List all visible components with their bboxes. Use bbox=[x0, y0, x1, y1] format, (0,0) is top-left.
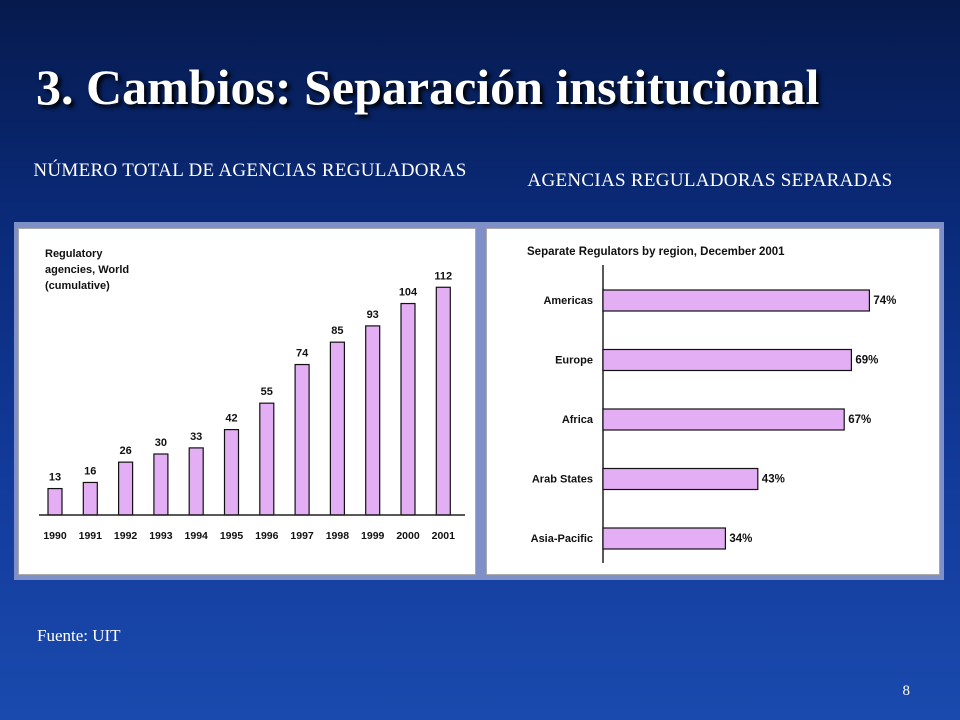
bar bbox=[602, 289, 870, 312]
data-label: 16 bbox=[84, 465, 96, 477]
bar bbox=[294, 363, 310, 516]
x-tick-label: 2001 bbox=[432, 530, 456, 542]
bar bbox=[329, 341, 345, 516]
data-label: 104 bbox=[399, 287, 418, 299]
bar bbox=[82, 481, 98, 516]
x-tick-label: 1996 bbox=[255, 530, 279, 542]
bar bbox=[602, 348, 852, 372]
data-label: 85 bbox=[331, 325, 343, 337]
data-label: 13 bbox=[49, 472, 61, 484]
x-tick-label: 1993 bbox=[149, 530, 173, 542]
x-tick-label: 1992 bbox=[114, 530, 138, 542]
right-chart-heading: AGENCIAS REGULADORAS SEPARADAS bbox=[527, 170, 893, 191]
data-label: 30 bbox=[155, 437, 167, 449]
x-tick-label: 2000 bbox=[396, 530, 420, 542]
bar bbox=[602, 408, 845, 431]
bar bbox=[188, 447, 204, 516]
data-label: 42 bbox=[225, 413, 237, 425]
chart-title-line: agencies, World bbox=[45, 264, 129, 276]
x-tick-label: 1994 bbox=[185, 530, 209, 542]
charts-frame: Regulatory agencies, World (cumulative) 13… bbox=[14, 222, 944, 580]
x-tick-label: 1998 bbox=[326, 530, 350, 542]
y-tick-label: Europe bbox=[555, 355, 593, 367]
data-label: 74 bbox=[296, 348, 309, 360]
data-label: 33 bbox=[190, 431, 202, 443]
chart-title: Separate Regulators by region, December … bbox=[527, 246, 785, 258]
y-tick-label: Africa bbox=[562, 414, 594, 426]
data-label: 55 bbox=[261, 386, 273, 398]
data-label: 34% bbox=[729, 533, 752, 545]
bar bbox=[400, 302, 416, 516]
data-label: 112 bbox=[434, 270, 452, 282]
bar bbox=[602, 527, 727, 550]
chart-title-line: (cumulative) bbox=[45, 280, 110, 292]
x-tick-label: 1991 bbox=[79, 530, 103, 542]
cumulative-agencies-chart-panel: Regulatory agencies, World (cumulative) 13… bbox=[18, 228, 476, 575]
x-tick-label: 1997 bbox=[290, 530, 314, 542]
left-chart-heading: NÚMERO TOTAL DE AGENCIAS REGULADORAS bbox=[33, 160, 467, 181]
separate-regulators-chart: Separate Regulators by region, December … bbox=[527, 246, 896, 563]
bar bbox=[153, 453, 169, 516]
y-tick-label: Arab States bbox=[532, 474, 593, 486]
separate-regulators-chart-panel: Separate Regulators by region, December … bbox=[486, 228, 940, 575]
data-label: 26 bbox=[119, 445, 131, 457]
data-label: 67% bbox=[848, 414, 871, 426]
chart-title-line: Regulatory bbox=[45, 248, 103, 260]
data-label: 69% bbox=[855, 355, 878, 367]
y-tick-label: Asia-Pacific bbox=[531, 533, 593, 545]
bar bbox=[47, 487, 63, 516]
data-label: 43% bbox=[762, 474, 785, 486]
x-tick-label: 1999 bbox=[361, 530, 385, 542]
bar bbox=[223, 429, 240, 516]
bar bbox=[365, 325, 381, 516]
x-tick-label: 1990 bbox=[43, 530, 67, 542]
page-number: 8 bbox=[902, 683, 911, 699]
bar bbox=[259, 402, 275, 516]
data-label: 93 bbox=[367, 309, 379, 321]
cumulative-agencies-chart: Regulatory agencies, World (cumulative) 13… bbox=[39, 248, 465, 542]
bar bbox=[435, 286, 451, 516]
x-tick-label: 1995 bbox=[220, 530, 244, 542]
bar bbox=[602, 467, 759, 491]
data-label: 74% bbox=[873, 295, 896, 307]
bar bbox=[117, 461, 134, 516]
y-tick-label: Americas bbox=[543, 295, 593, 307]
slide-title: 3. Cambios: Separación institucional bbox=[36, 59, 820, 115]
source-note: Fuente: UIT bbox=[37, 626, 121, 645]
